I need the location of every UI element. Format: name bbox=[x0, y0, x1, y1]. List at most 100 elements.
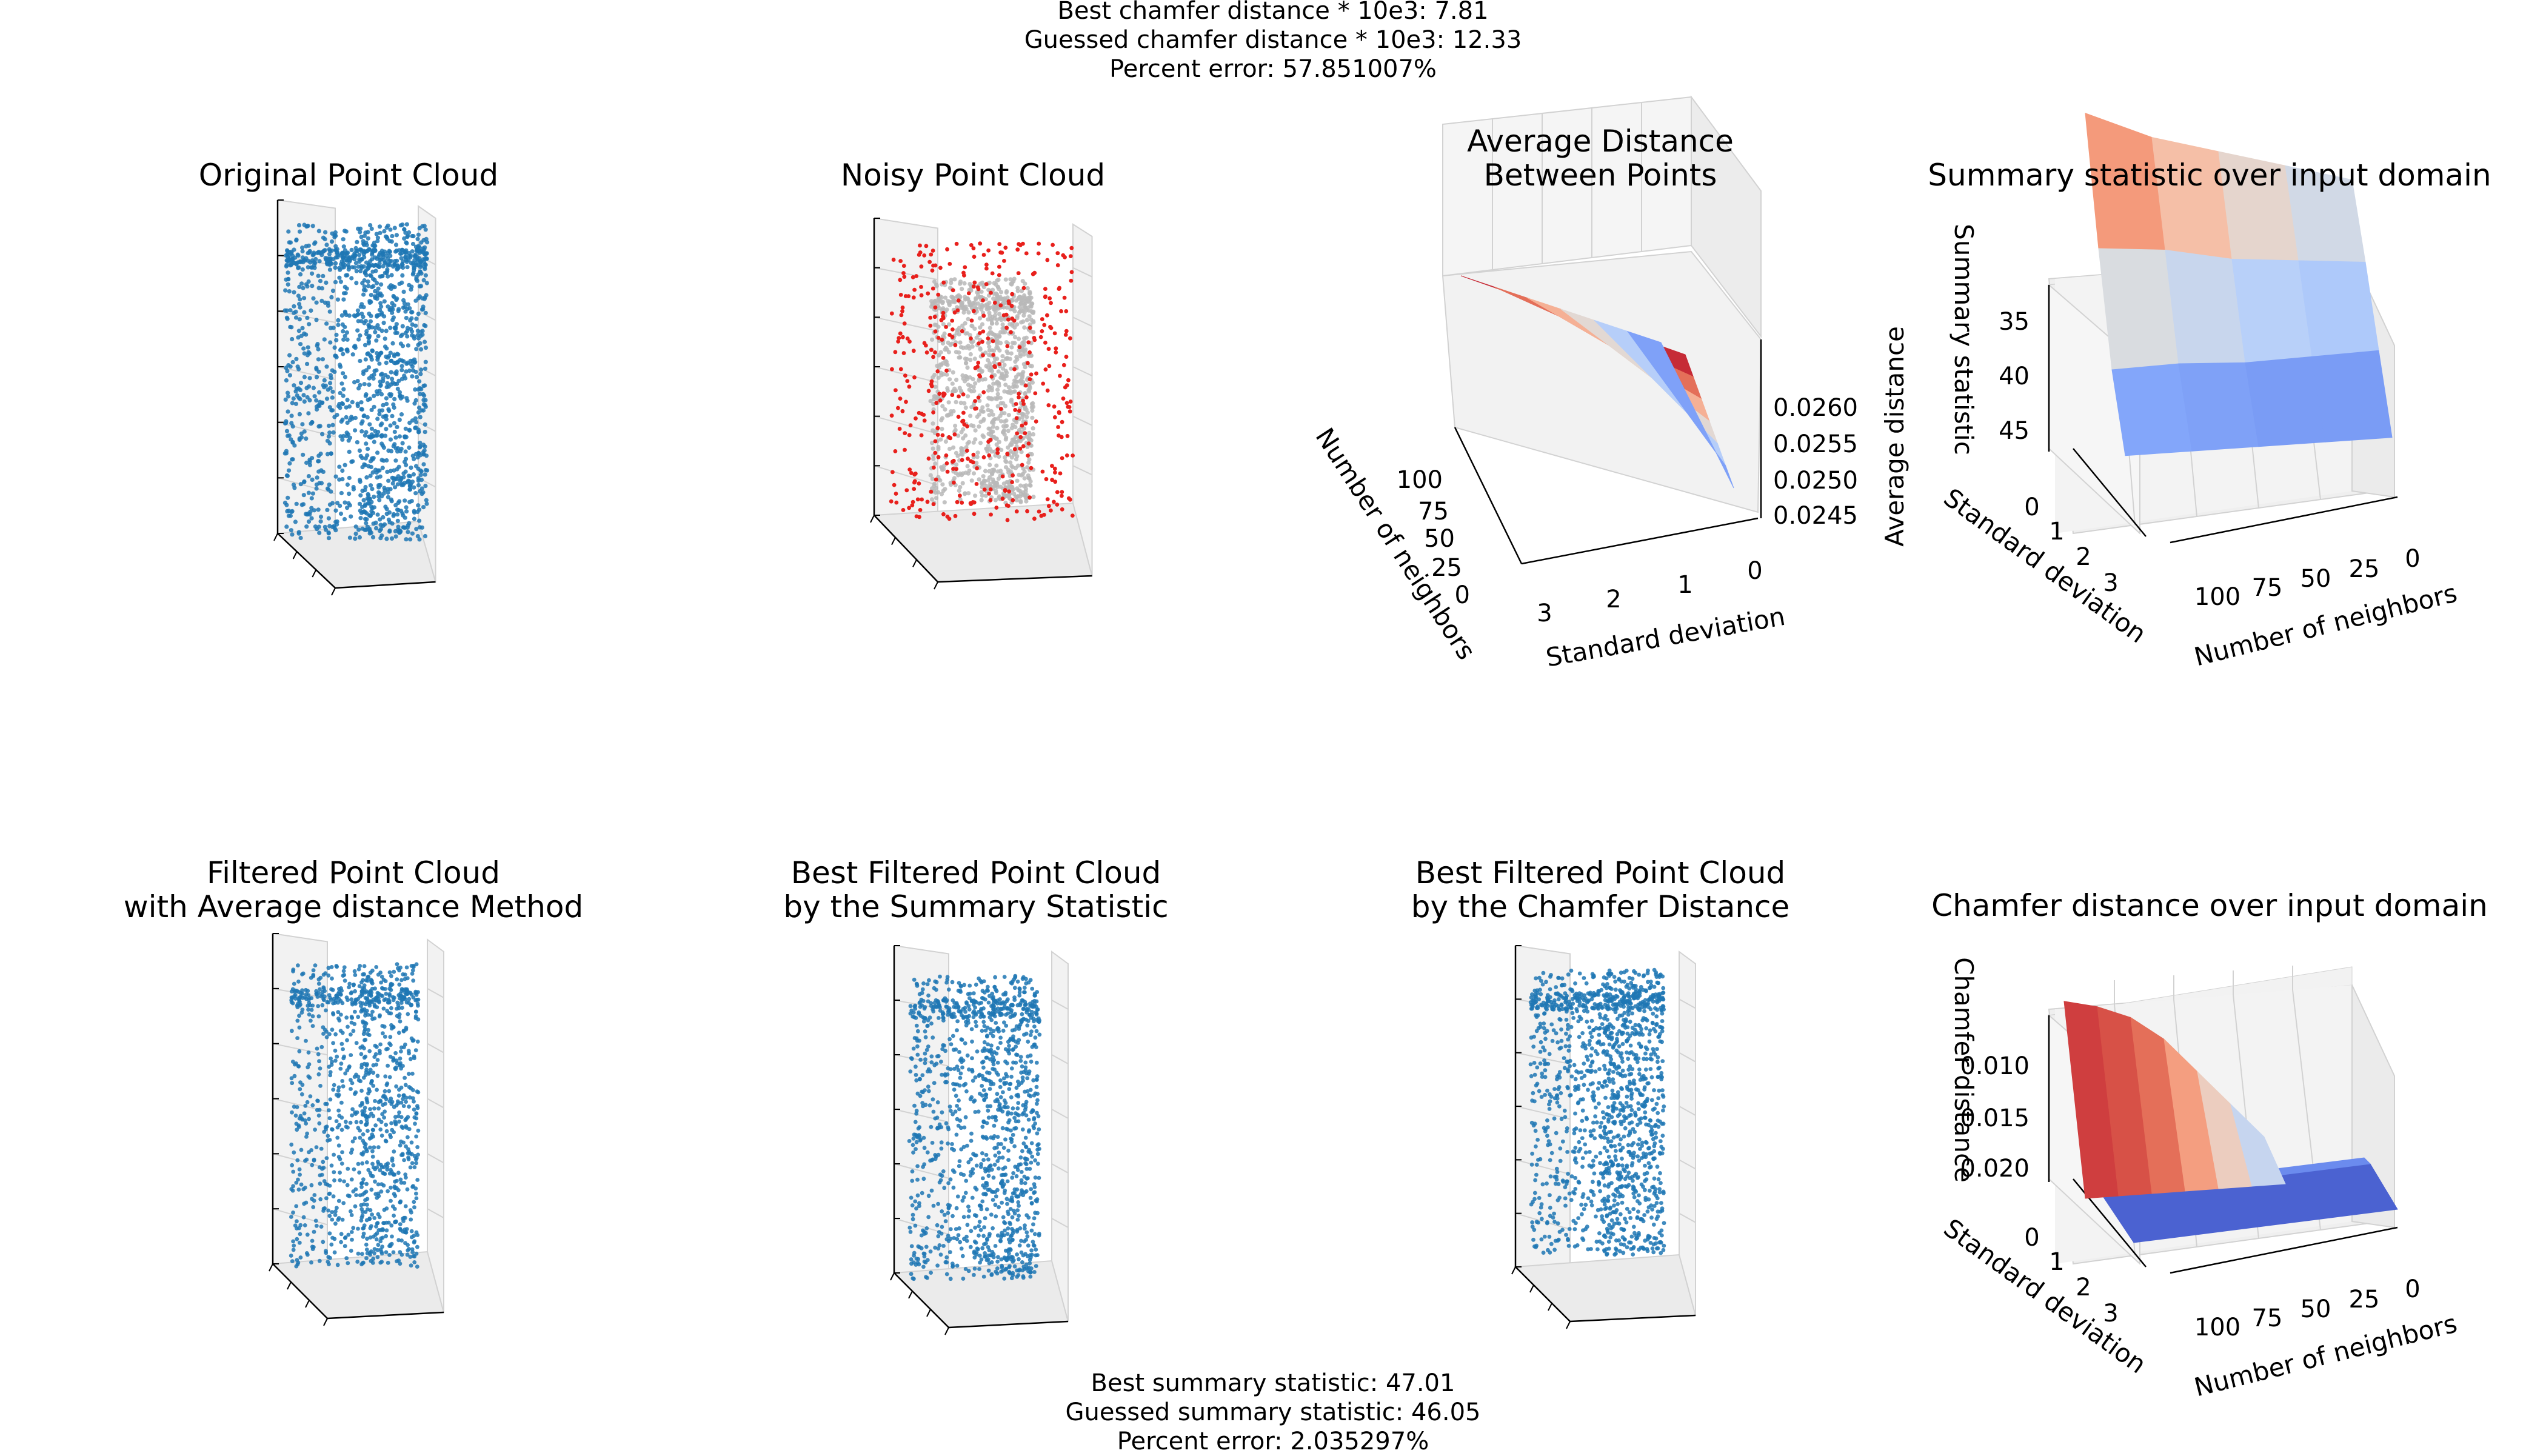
noisy-cloud-noise-point bbox=[890, 413, 894, 418]
noisy-cloud-point bbox=[980, 409, 984, 413]
noisy-cloud-point bbox=[979, 307, 983, 312]
noisy-cloud-point bbox=[940, 466, 944, 470]
noisy-cloud-noise-point bbox=[947, 517, 952, 521]
avg-filtered-cloud-point bbox=[342, 973, 346, 977]
noisy-cloud-noise-point bbox=[892, 258, 896, 262]
original-cloud-point bbox=[400, 377, 404, 381]
noisy-cloud-noise-point bbox=[898, 332, 903, 336]
avg-filtered-cloud-point bbox=[298, 1173, 302, 1177]
original-cloud-point bbox=[416, 312, 421, 316]
original-cloud-point bbox=[421, 442, 426, 447]
avg-filtered-cloud-point bbox=[294, 1204, 298, 1209]
original-cloud-point bbox=[327, 516, 331, 521]
avg-filtered-cloud-point bbox=[315, 1145, 319, 1149]
noisy-cloud-noise-point bbox=[1062, 363, 1066, 367]
noisy-cloud-noise-point bbox=[971, 500, 975, 504]
avg-filtered-cloud-point bbox=[346, 1126, 350, 1130]
avg-filtered-cloud-point bbox=[363, 1038, 367, 1042]
avg-filtered-cloud-point bbox=[299, 991, 303, 995]
original-cloud-point bbox=[393, 485, 397, 489]
summary-best-cloud-point bbox=[961, 1277, 966, 1281]
avg-filtered-cloud-point bbox=[289, 1187, 293, 1191]
summary-best-cloud-point bbox=[927, 1089, 931, 1094]
avg-filtered-cloud-point bbox=[393, 1207, 397, 1211]
avg-filtered-cloud-point bbox=[394, 1220, 398, 1224]
noisy-cloud-noise-point bbox=[927, 389, 931, 393]
avg-filtered-cloud-point bbox=[399, 1049, 403, 1054]
original-cloud-point bbox=[333, 528, 338, 532]
avg-filtered-cloud-point bbox=[412, 1200, 416, 1204]
avg-filtered-cloud-point bbox=[377, 1194, 381, 1198]
avg-filtered-cloud-point bbox=[385, 1228, 389, 1232]
original-cloud-point bbox=[383, 433, 387, 438]
summary-best-cloud-point bbox=[922, 1136, 926, 1140]
original-cloud-point bbox=[336, 253, 340, 257]
original-cloud-point bbox=[421, 246, 425, 250]
avg-filtered-cloud-point bbox=[321, 986, 326, 990]
avg-filtered-cloud-point bbox=[293, 1074, 297, 1078]
avg-filtered-cloud-point bbox=[365, 1149, 369, 1154]
noisy-cloud-noise-point bbox=[1020, 463, 1024, 467]
original-cloud-point bbox=[356, 227, 360, 231]
avg-filtered-cloud-point bbox=[373, 1003, 377, 1007]
avg-filtered-cloud-point bbox=[352, 1167, 356, 1172]
avg-filtered-cloud-point bbox=[309, 1260, 313, 1264]
original-cloud-point bbox=[296, 396, 301, 400]
noisy-cloud-noise-point bbox=[984, 282, 989, 286]
original-cloud-point bbox=[341, 329, 345, 333]
original-cloud-point bbox=[407, 306, 412, 310]
noisy-cloud-noise-point bbox=[909, 423, 913, 427]
avg-filtered-cloud-point bbox=[381, 987, 386, 991]
original-cloud-point bbox=[324, 364, 329, 369]
noisy-cloud-noise-point bbox=[1063, 296, 1067, 300]
summary-best-cloud-point bbox=[931, 1141, 935, 1145]
noisy-cloud-noise-point bbox=[920, 264, 924, 269]
avg-filtered-cloud-point bbox=[392, 1130, 396, 1135]
original-cloud-point bbox=[319, 519, 323, 524]
noisy-cloud-point bbox=[1006, 429, 1011, 433]
avg-filtered-cloud-point bbox=[415, 1197, 419, 1201]
noisy-cloud-noise-point bbox=[950, 393, 954, 397]
noisy-cloud-noise-point bbox=[902, 351, 906, 355]
avg-filtered-cloud-point bbox=[346, 1025, 350, 1029]
avg-filtered-cloud-point bbox=[416, 1001, 420, 1006]
noisy-cloud-noise-point bbox=[1060, 494, 1064, 498]
noisy-cloud-noise-point bbox=[1028, 326, 1032, 330]
noisy-cloud-point bbox=[1015, 314, 1020, 318]
original-cloud-point bbox=[323, 230, 327, 235]
original-cloud-point bbox=[340, 252, 344, 256]
noisy-cloud-noise-point bbox=[1043, 341, 1047, 345]
avg-filtered-cloud-point bbox=[389, 1223, 393, 1227]
summary-best-cloud-point bbox=[972, 1273, 976, 1277]
noisy-cloud-noise-point bbox=[972, 255, 977, 259]
noisy-cloud-noise-point bbox=[1052, 500, 1056, 504]
noisy-cloud-noise-point bbox=[1012, 367, 1017, 372]
avg-filtered-cloud-point bbox=[370, 1212, 374, 1217]
original-cloud-point bbox=[423, 534, 427, 538]
original-cloud-point bbox=[377, 361, 381, 366]
noisy-cloud-point bbox=[1015, 357, 1019, 361]
summary-best-cloud-point bbox=[982, 1088, 986, 1092]
noisy-cloud-point bbox=[972, 471, 976, 475]
original-cloud-point bbox=[297, 329, 301, 333]
original-cloud-point bbox=[307, 398, 312, 402]
original-cloud-point bbox=[345, 287, 349, 291]
original-cloud-point bbox=[413, 491, 418, 495]
noisy-cloud-noise-point bbox=[980, 339, 984, 344]
summary-best-cloud-point bbox=[1035, 1061, 1039, 1065]
original-cloud-point bbox=[324, 281, 328, 285]
avg-filtered-cloud-point bbox=[416, 1153, 420, 1157]
original-cloud-point bbox=[416, 245, 420, 250]
noisy-cloud-point bbox=[1031, 495, 1035, 499]
original-cloud-point bbox=[421, 329, 425, 333]
noisy-cloud-point bbox=[1009, 352, 1014, 356]
original-cloud-point bbox=[372, 439, 376, 444]
original-cloud-point bbox=[307, 474, 311, 478]
avg-filtered-cloud-point bbox=[405, 966, 409, 970]
noisy-cloud-noise-point bbox=[912, 481, 917, 485]
original-cloud-point bbox=[364, 394, 368, 398]
avg-filtered-cloud-point bbox=[361, 1261, 366, 1265]
summary-best-cloud-point bbox=[987, 1001, 991, 1005]
avg-filtered-cloud-point bbox=[352, 983, 356, 987]
noisy-cloud-noise-point bbox=[1071, 453, 1075, 458]
